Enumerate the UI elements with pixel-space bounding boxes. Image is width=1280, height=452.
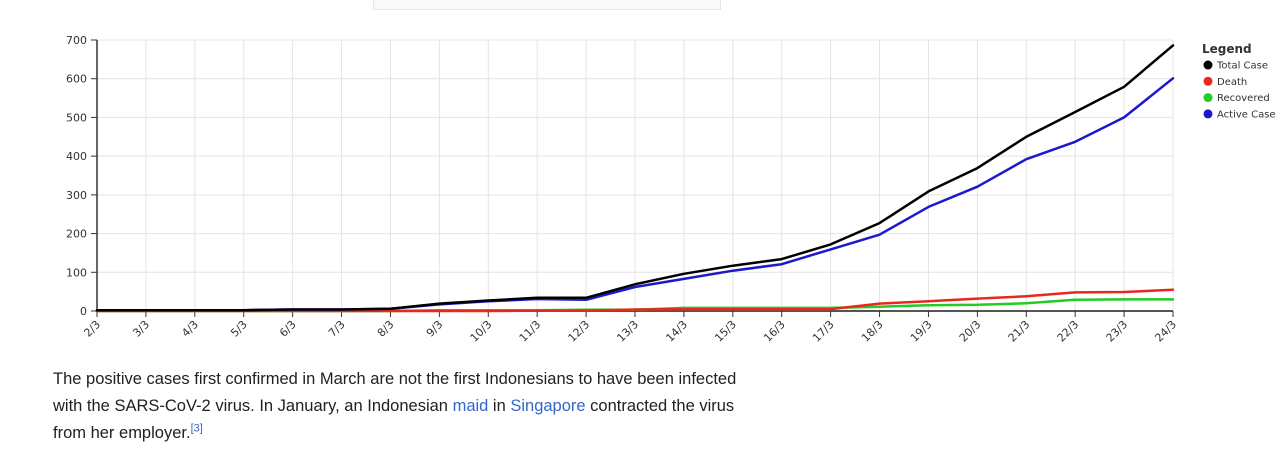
x-tick-label: 8/3 [375, 318, 397, 340]
legend-label-active-case: Active Case [1217, 109, 1276, 120]
series-line-death [95, 288, 1175, 313]
y-tick-label: 200 [66, 228, 87, 241]
y-tick-label: 600 [66, 73, 87, 86]
x-tick-label: 6/3 [277, 318, 299, 340]
grid [96, 39, 1174, 312]
top-panel [373, 0, 721, 10]
legend-title: Legend [1202, 42, 1252, 56]
x-tick-label: 9/3 [424, 318, 446, 340]
y-tick-label: 500 [66, 111, 87, 124]
legend-label-death: Death [1217, 77, 1247, 88]
caption-text-2: in [488, 397, 511, 415]
y-tick-label: 700 [66, 34, 87, 47]
caption-text-1: The positive cases first confirmed in Ma… [53, 370, 737, 415]
caption-paragraph: The positive cases first confirmed in Ma… [53, 366, 753, 447]
x-tick-label: 17/3 [810, 318, 837, 345]
x-tick-label: 22/3 [1055, 318, 1082, 345]
legend-marker-death [1203, 76, 1213, 86]
x-tick-label: 23/3 [1104, 318, 1131, 345]
y-tick-label: 400 [66, 150, 87, 163]
x-tick-label: 10/3 [468, 318, 495, 345]
x-axis-ticks: 2/3 3/3 4/3 5/3 6/3 7/3 8/3 9/3 10/3 11/3 12/3 13/3… [81, 311, 1179, 345]
x-tick-label: 16/3 [761, 318, 788, 345]
x-tick-label: 3/3 [130, 318, 152, 340]
legend: Legend Total Case Death Recovered Active Cas… [1202, 42, 1276, 120]
reference-link[interactable]: [3] [190, 422, 203, 435]
x-tick-label: 19/3 [908, 318, 935, 345]
link-maid[interactable]: maid [452, 397, 489, 415]
legend-marker-total-case [1203, 60, 1213, 70]
link-singapore[interactable]: Singapore [510, 397, 586, 415]
y-tick-label: 100 [66, 266, 87, 279]
x-tick-label: 7/3 [326, 318, 348, 340]
series-lines [95, 44, 1175, 313]
x-tick-label: 18/3 [859, 318, 886, 345]
x-tick-label: 21/3 [1006, 318, 1033, 345]
y-tick-label: 0 [80, 305, 87, 318]
x-tick-label: 2/3 [81, 318, 103, 340]
x-tick-label: 15/3 [712, 318, 739, 345]
y-tick-label: 300 [66, 189, 87, 202]
x-tick-label: 24/3 [1152, 318, 1179, 345]
caption-text-3: contracted the virus from her employer. [53, 397, 735, 442]
legend-label-recovered: Recovered [1217, 93, 1270, 104]
series-line-total-case [95, 44, 1175, 312]
legend-label-total-case: Total Case [1216, 61, 1268, 72]
x-tick-label: 13/3 [614, 318, 641, 345]
legend-marker-recovered [1203, 93, 1213, 103]
cases-line-chart: 0 100 200 300 400 500 600 700 2/3 3/3 4/3 5/3 6/3 7/… [66, 34, 1276, 345]
legend-marker-active-case [1203, 109, 1213, 119]
x-tick-label: 5/3 [228, 318, 250, 340]
y-axis-ticks: 0 100 200 300 400 500 600 700 [66, 34, 97, 318]
x-tick-label: 12/3 [566, 318, 593, 345]
x-tick-label: 20/3 [957, 318, 984, 345]
x-tick-label: 4/3 [179, 318, 201, 340]
x-tick-label: 14/3 [663, 318, 690, 345]
x-tick-label: 11/3 [517, 318, 544, 345]
